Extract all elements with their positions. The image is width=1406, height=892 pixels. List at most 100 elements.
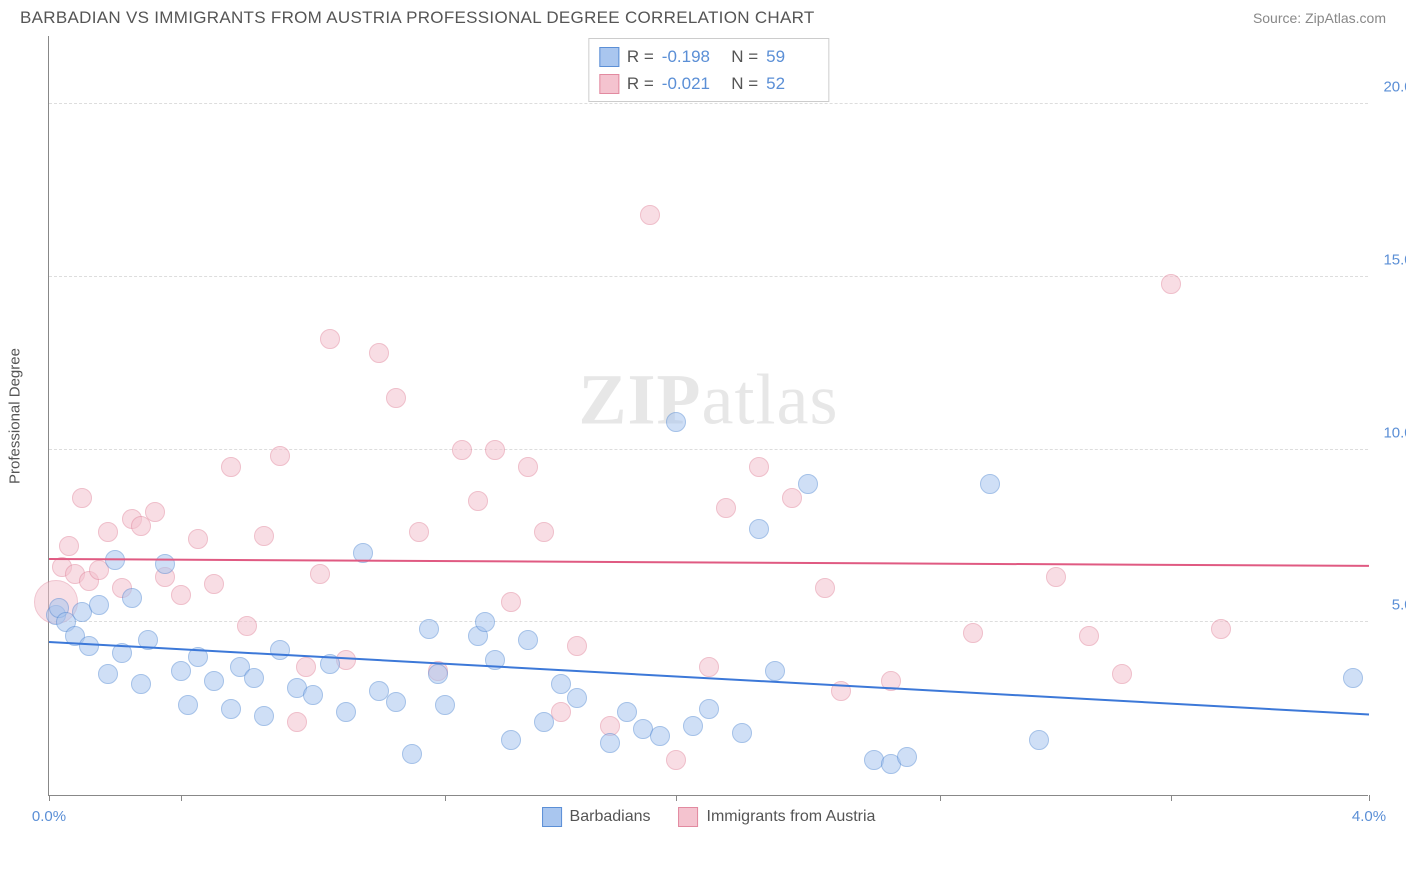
n-label: N = [722, 43, 758, 70]
scatter-marker-austria [98, 522, 118, 542]
scatter-marker-barbadians [79, 636, 99, 656]
scatter-marker-barbadians [732, 723, 752, 743]
scatter-marker-austria [1112, 664, 1132, 684]
scatter-marker-austria [666, 750, 686, 770]
legend-item-austria: Immigrants from Austria [679, 807, 876, 827]
scatter-marker-austria [171, 585, 191, 605]
x-tick [1171, 795, 1172, 801]
stats-legend: R = -0.198 N = 59R = -0.021 N = 52 [588, 38, 829, 102]
scatter-marker-austria [485, 440, 505, 460]
x-tick-label: 0.0% [32, 808, 66, 825]
scatter-marker-barbadians [518, 630, 538, 650]
scatter-marker-barbadians [749, 519, 769, 539]
scatter-marker-austria [716, 498, 736, 518]
scatter-marker-austria [501, 592, 521, 612]
trendline-austria [49, 558, 1369, 567]
swatch-austria [679, 807, 699, 827]
scatter-marker-barbadians [567, 688, 587, 708]
scatter-marker-barbadians [475, 612, 495, 632]
scatter-marker-barbadians [178, 695, 198, 715]
scatter-marker-barbadians [798, 474, 818, 494]
scatter-marker-barbadians [600, 733, 620, 753]
y-tick-label: 5.0% [1392, 597, 1406, 614]
scatter-marker-barbadians [122, 588, 142, 608]
swatch-barbadians [599, 47, 619, 67]
scatter-marker-austria [1046, 567, 1066, 587]
scatter-marker-austria [782, 488, 802, 508]
scatter-marker-barbadians [244, 668, 264, 688]
scatter-marker-austria [72, 488, 92, 508]
scatter-marker-barbadians [89, 595, 109, 615]
r-label: R = [627, 43, 654, 70]
scatter-marker-barbadians [98, 664, 118, 684]
scatter-marker-austria [409, 522, 429, 542]
scatter-marker-barbadians [980, 474, 1000, 494]
scatter-marker-barbadians [683, 716, 703, 736]
scatter-marker-austria [270, 446, 290, 466]
x-tick-label: 4.0% [1352, 808, 1386, 825]
scatter-marker-austria [310, 564, 330, 584]
scatter-marker-austria [188, 529, 208, 549]
swatch-austria [599, 74, 619, 94]
y-axis-title: Professional Degree [7, 348, 24, 484]
series-legend: Barbadians Immigrants from Austria [542, 807, 876, 827]
legend-label-austria: Immigrants from Austria [707, 808, 876, 826]
scatter-marker-austria [1211, 619, 1231, 639]
watermark: ZIPatlas [579, 359, 839, 442]
stats-row-austria: R = -0.021 N = 52 [599, 70, 818, 97]
scatter-marker-austria [386, 388, 406, 408]
x-tick [676, 795, 677, 801]
scatter-marker-austria [145, 502, 165, 522]
scatter-marker-austria [369, 343, 389, 363]
scatter-marker-barbadians [171, 661, 191, 681]
y-tick-label: 20.0% [1383, 79, 1406, 96]
scatter-marker-austria [518, 457, 538, 477]
scatter-marker-austria [254, 526, 274, 546]
scatter-marker-austria [640, 205, 660, 225]
scatter-marker-austria [699, 657, 719, 677]
r-value-austria: -0.021 [662, 70, 714, 97]
scatter-marker-austria [221, 457, 241, 477]
scatter-marker-austria [296, 657, 316, 677]
scatter-marker-barbadians [270, 640, 290, 660]
scatter-marker-barbadians [402, 744, 422, 764]
r-value-barbadians: -0.198 [662, 43, 714, 70]
n-value-barbadians: 59 [766, 43, 818, 70]
scatter-marker-barbadians [419, 619, 439, 639]
gridline [49, 103, 1368, 104]
scatter-marker-barbadians [765, 661, 785, 681]
scatter-marker-barbadians [303, 685, 323, 705]
x-tick [940, 795, 941, 801]
scatter-marker-barbadians [1343, 668, 1363, 688]
scatter-marker-austria [237, 616, 257, 636]
scatter-marker-barbadians [204, 671, 224, 691]
scatter-marker-barbadians [131, 674, 151, 694]
scatter-marker-barbadians [435, 695, 455, 715]
scatter-marker-barbadians [1029, 730, 1049, 750]
plot-area: Professional Degree ZIPatlas R = -0.198 … [48, 36, 1368, 796]
scatter-marker-austria [287, 712, 307, 732]
scatter-marker-austria [468, 491, 488, 511]
scatter-marker-barbadians [155, 554, 175, 574]
x-tick [181, 795, 182, 801]
scatter-marker-austria [1079, 626, 1099, 646]
scatter-marker-barbadians [699, 699, 719, 719]
scatter-marker-barbadians [254, 706, 274, 726]
scatter-marker-barbadians [897, 747, 917, 767]
scatter-marker-barbadians [666, 412, 686, 432]
scatter-marker-barbadians [336, 702, 356, 722]
scatter-marker-austria [567, 636, 587, 656]
y-tick-label: 15.0% [1383, 251, 1406, 268]
scatter-marker-barbadians [650, 726, 670, 746]
stats-row-barbadians: R = -0.198 N = 59 [599, 43, 818, 70]
scatter-marker-barbadians [221, 699, 241, 719]
chart-title: BARBADIAN VS IMMIGRANTS FROM AUSTRIA PRO… [20, 8, 815, 28]
scatter-marker-barbadians [386, 692, 406, 712]
scatter-marker-austria [452, 440, 472, 460]
scatter-marker-austria [320, 329, 340, 349]
scatter-marker-barbadians [428, 664, 448, 684]
y-tick-label: 10.0% [1383, 424, 1406, 441]
gridline [49, 449, 1368, 450]
scatter-marker-barbadians [551, 674, 571, 694]
legend-label-barbadians: Barbadians [570, 808, 651, 826]
